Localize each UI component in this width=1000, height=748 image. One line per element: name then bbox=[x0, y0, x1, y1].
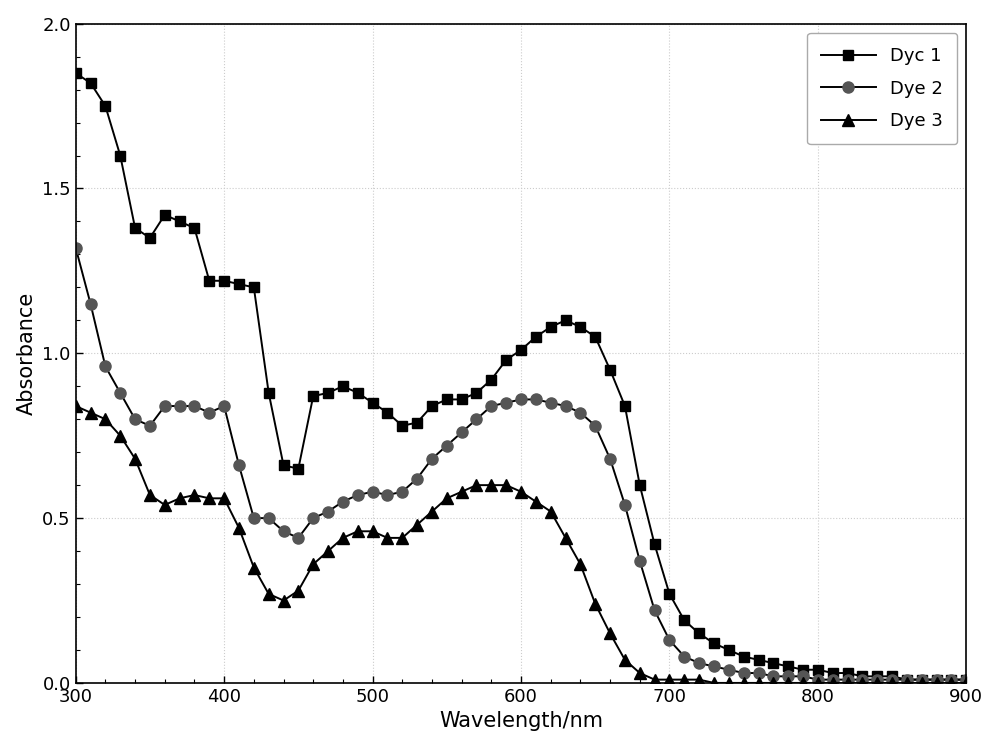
X-axis label: Wavelength/nm: Wavelength/nm bbox=[439, 711, 603, 732]
Dyc 1 bbox=[381, 408, 393, 417]
Dyc 1 bbox=[545, 322, 557, 331]
Dye 3 bbox=[381, 533, 393, 542]
Dye 3 bbox=[70, 402, 82, 411]
Legend: Dyc 1, Dye 2, Dye 3: Dyc 1, Dye 2, Dye 3 bbox=[807, 33, 957, 144]
Line: Dyc 1: Dyc 1 bbox=[71, 68, 971, 684]
Dye 3 bbox=[856, 678, 868, 687]
Dye 2 bbox=[381, 491, 393, 500]
Dye 3 bbox=[960, 678, 972, 687]
Dye 3 bbox=[278, 596, 290, 605]
Dye 3 bbox=[248, 563, 260, 572]
Dye 2 bbox=[604, 454, 616, 463]
Dyc 1 bbox=[248, 283, 260, 292]
Line: Dye 2: Dye 2 bbox=[70, 242, 972, 685]
Dye 2 bbox=[545, 398, 557, 407]
Dye 2 bbox=[248, 514, 260, 523]
Dye 2 bbox=[812, 675, 824, 684]
Y-axis label: Absorbance: Absorbance bbox=[17, 292, 37, 415]
Dye 3 bbox=[604, 629, 616, 638]
Dyc 1 bbox=[901, 675, 913, 684]
Dye 3 bbox=[708, 678, 720, 687]
Dye 2 bbox=[70, 243, 82, 252]
Dye 2 bbox=[960, 675, 972, 684]
Dye 3 bbox=[545, 507, 557, 516]
Dyc 1 bbox=[278, 461, 290, 470]
Dyc 1 bbox=[70, 69, 82, 78]
Dyc 1 bbox=[842, 669, 854, 678]
Dye 2 bbox=[278, 527, 290, 536]
Dye 2 bbox=[856, 675, 868, 684]
Dyc 1 bbox=[604, 365, 616, 374]
Dyc 1 bbox=[960, 675, 972, 684]
Line: Dye 3: Dye 3 bbox=[70, 400, 972, 688]
